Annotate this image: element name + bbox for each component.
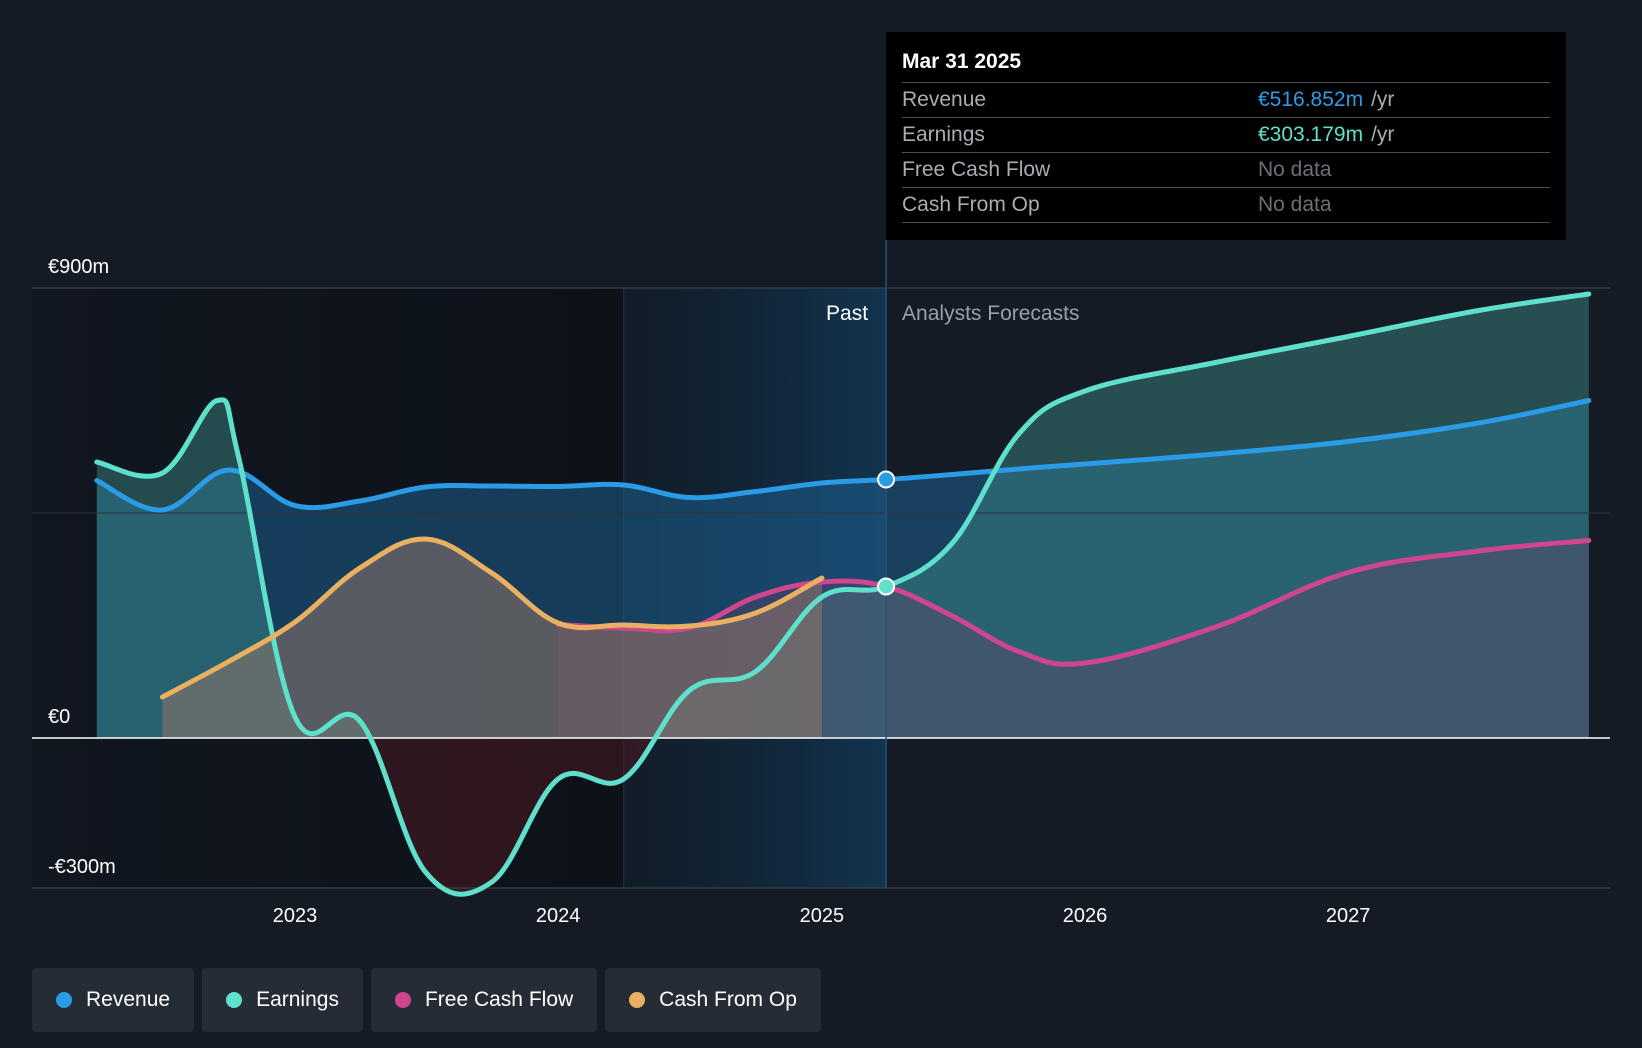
tooltip-date: Mar 31 2025 <box>902 50 1022 73</box>
tooltip-row: Revenue €516.852m/yr <box>902 82 1550 117</box>
tooltip-row-label: Free Cash Flow <box>902 158 1051 181</box>
tooltip-row-value: €303.179m <box>1258 123 1364 146</box>
tooltip-row-label: Revenue <box>902 88 987 111</box>
x-tick-label: 2024 <box>536 905 581 927</box>
legend-item-revenue[interactable]: Revenue <box>32 968 195 1032</box>
tooltip-row: Free Cash Flow No data <box>902 152 1550 187</box>
tooltip-row-value: No data <box>1258 158 1332 181</box>
tooltip-row-value: No data <box>1258 193 1332 216</box>
x-tick-label: 2023 <box>273 905 318 927</box>
tooltip-row: Cash From Op No data <box>902 187 1550 223</box>
tooltip-row-label: Earnings <box>902 123 985 146</box>
y-tick-label: -€300m <box>48 856 116 878</box>
legend-dot-icon <box>226 992 243 1008</box>
x-tick-label: 2027 <box>1326 905 1371 927</box>
x-tick-label: 2025 <box>800 905 845 927</box>
x-tick-label: 2026 <box>1063 905 1108 927</box>
past-label: Past <box>826 302 868 325</box>
legend-label: Cash From Op <box>659 988 797 1011</box>
tooltip-row-label: Cash From Op <box>902 193 1040 216</box>
cash-from-op-area <box>162 538 822 738</box>
legend-item-free-cash-flow[interactable]: Free Cash Flow <box>370 968 598 1032</box>
tooltip-row-unit: /yr <box>1371 123 1395 146</box>
y-tick-label: €900m <box>48 256 109 278</box>
revenue-marker <box>877 470 896 489</box>
forecast-label: Analysts Forecasts <box>902 302 1079 325</box>
revenue-line <box>94 398 1592 513</box>
earnings-negative-area <box>96 738 1589 895</box>
legend-dot-icon <box>394 992 411 1008</box>
legend: Revenue Earnings Free Cash Flow Cash From O… <box>32 968 821 1032</box>
legend-dot-icon <box>56 992 72 1008</box>
earnings-line <box>94 291 1592 897</box>
earnings-marker <box>877 577 896 596</box>
cash-from-op-line <box>159 536 825 700</box>
legend-label: Earnings <box>256 988 339 1011</box>
legend-dot-icon <box>629 992 646 1008</box>
legend-label: Free Cash Flow <box>424 988 574 1011</box>
financial-chart: €900m €0 -€300m 2023 2024 2025 2026 2027 Past Ana… <box>32 240 1610 927</box>
legend-item-earnings[interactable]: Earnings <box>202 968 363 1032</box>
tooltip-row: Earnings €303.179m/yr <box>902 117 1550 152</box>
legend-item-cash-from-op[interactable]: Cash From Op <box>605 968 821 1032</box>
tooltip-row-unit: /yr <box>1371 88 1395 111</box>
legend-label: Revenue <box>86 988 171 1011</box>
tooltip-row-value: €516.852m <box>1258 88 1364 111</box>
tooltip-panel: Mar 31 2025 Revenue €516.852m/yr Earnings €… <box>886 32 1566 240</box>
y-tick-label: €0 <box>48 706 70 728</box>
